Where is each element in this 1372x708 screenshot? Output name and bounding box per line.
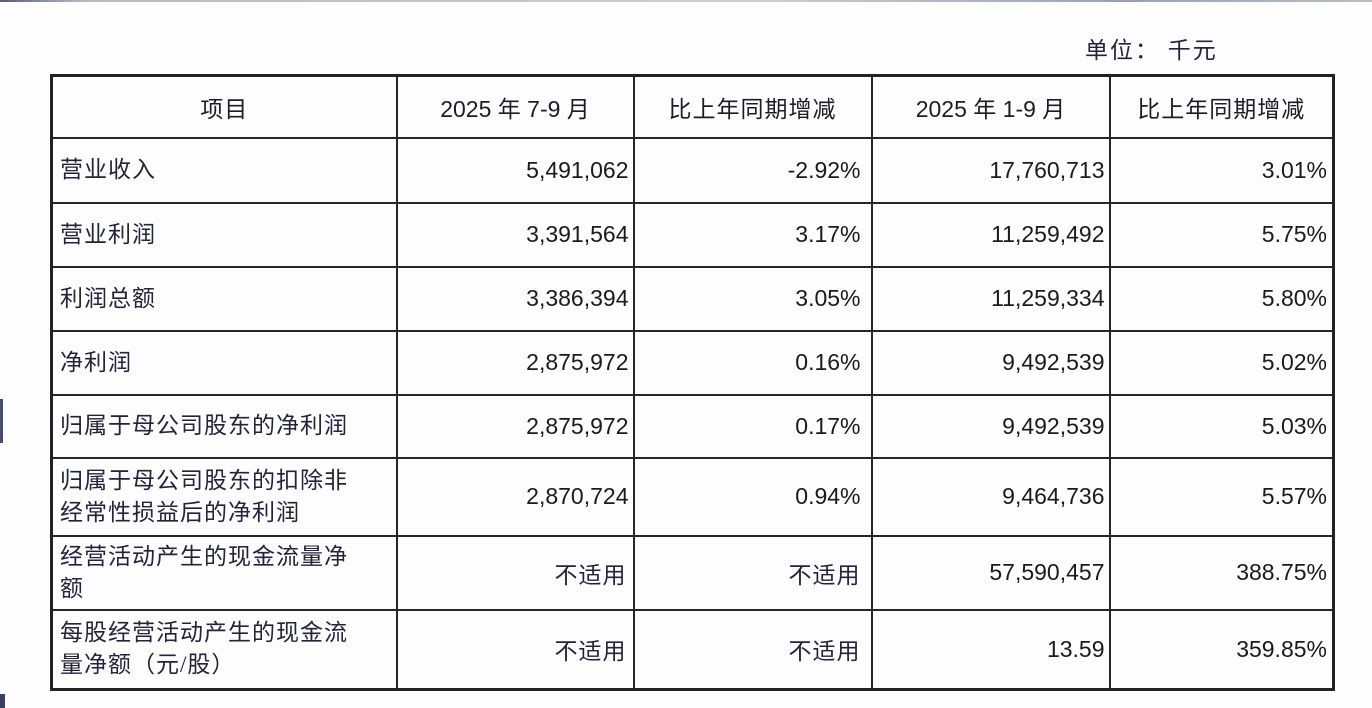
table-row-net-profit-excl-nonrecurring: 归属于母公司股东的扣除非 经常性损益后的净利润 2,870,724 0.94% … [50, 456, 1335, 537]
table-row-operating-revenue: 营业收入 5,491,062 -2.92% 17,760,713 3.01% [50, 136, 1335, 204]
cell-ytd-value: 9,492,539 [870, 393, 1111, 459]
row-label: 营业利润 [50, 201, 398, 268]
cell-ytd-value: 11,259,334 [870, 265, 1111, 332]
cell-q3-yoy: 不适用 [632, 534, 873, 611]
row-label: 归属于母公司股东的扣除非 经常性损益后的净利润 [50, 456, 398, 537]
col-header-q3-yoy: 比上年同期增减 [632, 74, 873, 139]
cell-ytd-yoy: 5.03% [1108, 393, 1335, 459]
row-label: 净利润 [50, 329, 398, 396]
table-row-operating-cash-flow-per-share: 每股经营活动产生的现金流 量净额（元/股） 不适用 不适用 13.59 359.… [50, 608, 1335, 691]
cell-q3-value: 2,870,724 [395, 456, 635, 537]
row-label: 利润总额 [50, 265, 398, 332]
scan-artifact-bottom-left-mark [0, 694, 5, 708]
row-label: 经营活动产生的现金流量净 额 [50, 534, 398, 611]
scan-artifact-top-line [0, 0, 1372, 2]
table-row-total-profit: 利润总额 3,386,394 3.05% 11,259,334 5.80% [50, 265, 1335, 332]
table-row-net-profit: 净利润 2,875,972 0.16% 9,492,539 5.02% [50, 329, 1335, 396]
col-header-ytd-yoy: 比上年同期增减 [1108, 74, 1335, 139]
row-label: 归属于母公司股东的净利润 [50, 393, 398, 459]
col-header-q3-period: 2025 年 7-9 月 [395, 74, 635, 139]
cell-ytd-yoy: 5.80% [1108, 265, 1335, 332]
cell-ytd-yoy: 5.75% [1108, 201, 1335, 268]
cell-q3-value: 2,875,972 [395, 393, 635, 459]
cell-ytd-value: 9,464,736 [870, 456, 1111, 537]
cell-q3-value: 3,386,394 [395, 265, 635, 332]
cell-q3-value: 3,391,564 [395, 201, 635, 268]
cell-q3-value: 不适用 [395, 534, 635, 611]
col-header-ytd-period: 2025 年 1-9 月 [870, 74, 1111, 139]
financial-summary-table: 项目 2025 年 7-9 月 比上年同期增减 2025 年 1-9 月 比上年… [50, 74, 1335, 691]
col-header-item: 项目 [50, 74, 398, 139]
row-label: 营业收入 [50, 136, 398, 204]
cell-q3-yoy: -2.92% [632, 136, 873, 204]
cell-q3-value: 不适用 [395, 608, 635, 691]
cell-q3-yoy: 0.94% [632, 456, 873, 537]
cell-q3-yoy: 3.05% [632, 265, 873, 332]
table-row-operating-profit: 营业利润 3,391,564 3.17% 11,259,492 5.75% [50, 201, 1335, 268]
cell-ytd-value: 11,259,492 [870, 201, 1111, 268]
unit-label: 单位： 千元 [1085, 38, 1218, 63]
cell-q3-yoy: 不适用 [632, 608, 873, 691]
table-row-net-profit-attributable: 归属于母公司股东的净利润 2,875,972 0.17% 9,492,539 5… [50, 393, 1335, 459]
row-label: 每股经营活动产生的现金流 量净额（元/股） [50, 608, 398, 691]
cell-ytd-yoy: 388.75% [1108, 534, 1335, 611]
cell-ytd-value: 57,590,457 [870, 534, 1111, 611]
cell-ytd-yoy: 359.85% [1108, 608, 1335, 691]
table-row-operating-cash-flow: 经营活动产生的现金流量净 额 不适用 不适用 57,590,457 388.75… [50, 534, 1335, 611]
cell-ytd-yoy: 5.02% [1108, 329, 1335, 396]
cell-ytd-value: 13.59 [870, 608, 1111, 691]
cell-ytd-value: 17,760,713 [870, 136, 1111, 204]
cell-ytd-yoy: 3.01% [1108, 136, 1335, 204]
table-header-row: 项目 2025 年 7-9 月 比上年同期增减 2025 年 1-9 月 比上年… [50, 74, 1335, 139]
cell-q3-yoy: 0.17% [632, 393, 873, 459]
cell-q3-value: 2,875,972 [395, 329, 635, 396]
cell-ytd-yoy: 5.57% [1108, 456, 1335, 537]
cell-q3-yoy: 3.17% [632, 201, 873, 268]
cell-q3-value: 5,491,062 [395, 136, 635, 204]
cell-ytd-value: 9,492,539 [870, 329, 1111, 396]
scan-artifact-left-mark [0, 399, 3, 443]
cell-q3-yoy: 0.16% [632, 329, 873, 396]
